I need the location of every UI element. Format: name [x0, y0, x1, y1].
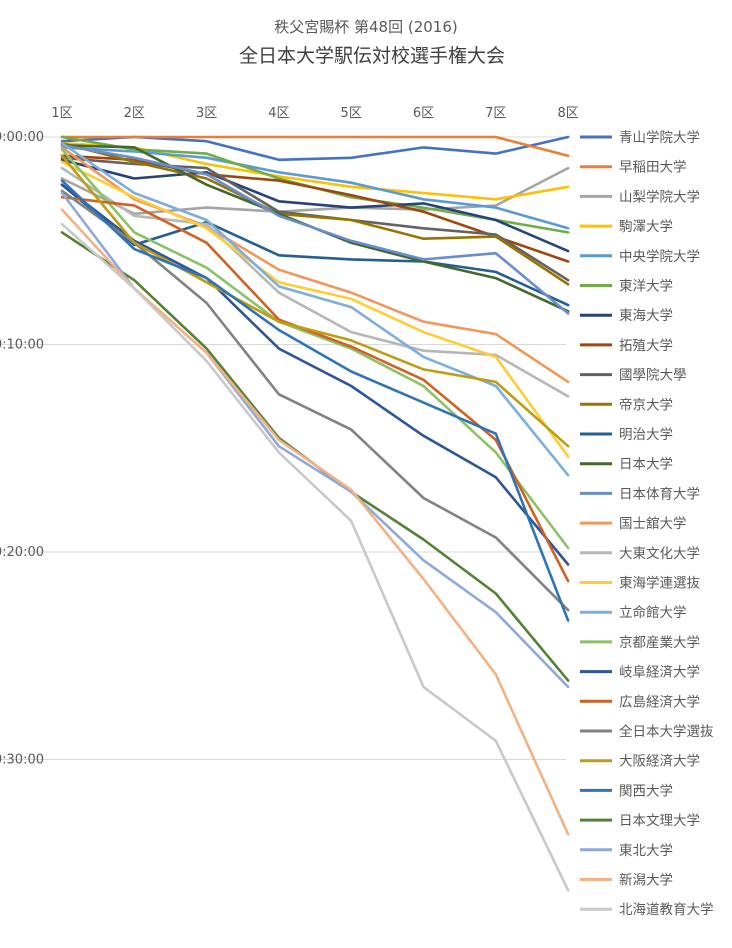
legend-entry: 日本文理大学 [619, 813, 700, 829]
series-line [60, 160, 570, 458]
legend-entry: 大東文化大学 [619, 546, 700, 562]
legend-entry: 山梨学院大学 [619, 189, 700, 205]
chart-subtitle: 全日本大学駅伝対校選手権大会 [239, 45, 505, 67]
legend-entry: 新潟大学 [619, 873, 673, 889]
series-line [60, 166, 570, 398]
series-line [60, 222, 570, 892]
legend-entry: 立命館大学 [619, 604, 687, 621]
legend-entry: 早稲田大学 [619, 160, 687, 176]
series-line [60, 183, 570, 307]
series-line [60, 231, 570, 682]
x-tick-label: 6区 [413, 106, 434, 121]
series-line [60, 148, 570, 550]
legend-entry: 日本体育大学 [619, 486, 700, 502]
legend-entry: 明治大学 [619, 427, 673, 443]
x-tick-label: 5区 [341, 106, 362, 121]
legend-entry: 中央学院大学 [619, 249, 700, 265]
legend-entry: 関西大学 [619, 783, 673, 799]
x-tick-label: 3区 [196, 106, 217, 121]
legend-entry: 東洋大学 [619, 279, 673, 295]
y-tick-label: 0:00:00 [0, 130, 44, 145]
legend-entry: 全日本大学選抜 [619, 723, 714, 740]
series-line [60, 144, 570, 315]
y-axis-tick-labels: 0:00:00 0:10:00 0:20:00 0:30:00 [0, 130, 44, 768]
legend-entry: 國學院大學 [619, 368, 687, 384]
legend-entry: 北海道教育大学 [619, 902, 714, 918]
x-tick-label: 8区 [557, 106, 578, 121]
legend-entry: 京都産業大学 [619, 635, 700, 651]
series-line [60, 179, 570, 622]
series-line [60, 154, 570, 448]
y-tick-label: 0:10:00 [0, 338, 44, 353]
legend-entry: 東海大学 [619, 308, 673, 324]
x-tick-label: 4区 [268, 106, 289, 121]
chart-title: 秩父宮賜杯 第48回 (2016) [274, 18, 458, 36]
legend-entry: 岐阜経済大学 [619, 664, 700, 681]
y-tick-label: 0:20:00 [0, 545, 44, 560]
y-tick-label: 0:30:00 [0, 753, 44, 768]
x-tick-label: 2区 [124, 106, 145, 121]
legend-entry: 東北大学 [619, 843, 673, 859]
series-line [60, 141, 570, 286]
x-tick-label: 1区 [51, 106, 72, 121]
series-lines [60, 135, 570, 892]
series-line [60, 135, 570, 157]
legend-entry: 日本大学 [619, 457, 673, 473]
legend-entry: 駒澤大学 [619, 219, 673, 235]
legend: 青山学院大学早稲田大学山梨学院大学駒澤大学中央学院大学東洋大学東海大学拓殖大学國… [580, 130, 714, 918]
series-line [60, 141, 570, 477]
series-line [60, 158, 570, 253]
legend-entry: 青山学院大学 [619, 130, 700, 146]
legend-entry: 拓殖大学 [619, 337, 673, 354]
series-line [60, 191, 570, 689]
x-axis-tick-labels: 1区 2区 3区 4区 5区 6区 7区 8区 [51, 106, 578, 121]
legend-entry: 帝京大学 [619, 397, 673, 413]
series-line [60, 208, 570, 836]
x-tick-label: 7区 [485, 106, 506, 121]
legend-entry: 広島経済大学 [619, 694, 700, 710]
legend-entry: 東海学連選抜 [619, 576, 700, 592]
series-line [60, 183, 570, 566]
legend-entry: 大阪経済大学 [619, 754, 700, 770]
legend-entry: 国士舘大学 [619, 515, 687, 532]
